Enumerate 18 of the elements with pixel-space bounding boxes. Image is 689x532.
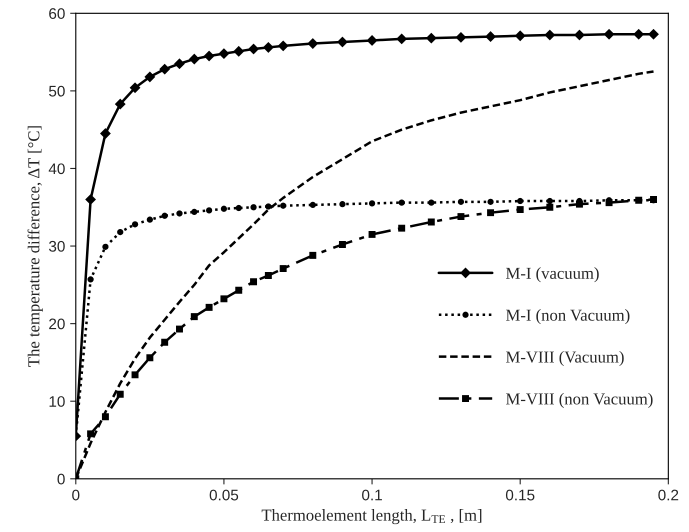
y-tick-label: 30 [48, 240, 65, 252]
x-tick-label: 0.05 [210, 490, 238, 500]
y-tick-label: 60 [49, 8, 65, 19]
y-axis-title: The temperature difference, ΔT [°C] [28, 126, 43, 367]
x-tick-label: 0.15 [506, 490, 534, 500]
y-tick-label: 20 [49, 318, 65, 330]
x-tick-label: 0.1 [362, 490, 382, 500]
x-axis-title: Thermoelement length, L$_{TE}$ , [m] [262, 509, 482, 524]
y-tick-label: 40 [48, 163, 65, 174]
legend-label: M-VIII (Vacuum) [506, 350, 624, 366]
y-tick-label: 0 [57, 474, 65, 484]
legend-label: M-I (non Vacuum) [506, 309, 630, 324]
legend-label: M-I (vacuum) [506, 267, 599, 282]
x-tick-label: 0.2 [658, 490, 678, 500]
x-tick-label: 0 [72, 490, 80, 500]
y-tick-label: 50 [48, 86, 65, 97]
legend-label: M-VIII (non Vacuum) [506, 392, 653, 408]
y-tick-label: 10 [50, 396, 65, 407]
